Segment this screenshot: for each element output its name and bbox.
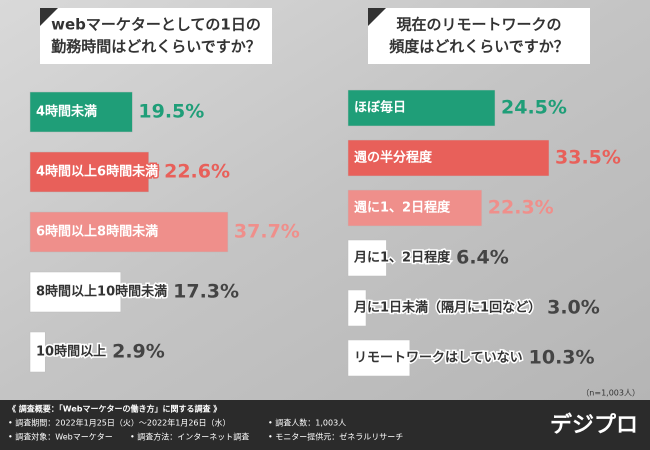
- value-label: 22.6%: [164, 161, 230, 183]
- category-label: 8時間以上10時間未満: [36, 284, 167, 300]
- footer-heading: 《 調査概要：「Webマーケターの働き方」に関する調査 》: [8, 404, 221, 414]
- title-corner: [40, 8, 58, 26]
- category-label: 週の半分程度: [354, 150, 433, 166]
- category-label: リモートワークはしていない: [354, 351, 523, 366]
- bar: [347, 89, 496, 127]
- bar: [29, 91, 133, 133]
- bar: [347, 339, 411, 377]
- title-corner: [368, 8, 386, 26]
- bar: [29, 151, 149, 193]
- footer-item: • 調査対象：Webマーケター: [8, 432, 113, 442]
- chart-title: webマーケターとしての1日の: [51, 16, 261, 34]
- value-label: 24.5%: [501, 97, 567, 119]
- category-label: 6時間以上8時間未満: [36, 224, 158, 240]
- background: [0, 0, 650, 400]
- footer-bar: [0, 400, 650, 450]
- value-label: 10.3%: [529, 347, 595, 369]
- chart-title: 勤務時間はどれくらいですか？: [51, 38, 261, 56]
- category-label: 4時間以上6時間未満: [36, 164, 158, 180]
- value-label: 3.0%: [547, 297, 600, 319]
- category-label: 月に1日未満（隔月に1回など）: [353, 300, 541, 316]
- category-label: 4時間未満: [36, 104, 97, 120]
- value-label: 19.5%: [138, 101, 204, 123]
- category-label: ほぼ毎日: [354, 100, 406, 116]
- category-label: 週に1、2日程度: [354, 200, 451, 216]
- title-box: [40, 8, 272, 64]
- chart-title: 頻度はどれくらいですか？: [389, 38, 569, 56]
- bar: [347, 139, 550, 177]
- logo: デジプロ: [550, 412, 638, 438]
- footer-item: • 調査期間：2022年1月25日（火）～2022年1月26日（水）: [8, 418, 231, 428]
- bar: [29, 331, 46, 373]
- footer-item: • 調査方法：インターネット調査: [130, 432, 249, 442]
- footer-item: • 調査人数：1,003人: [268, 418, 346, 428]
- value-label: 37.7%: [234, 221, 300, 243]
- value-label: 6.4%: [456, 247, 509, 269]
- sample-note: （n=1,003人）: [581, 389, 640, 398]
- value-label: 22.3%: [488, 197, 554, 219]
- bar: [347, 189, 483, 227]
- category-label: 10時間以上: [36, 344, 106, 360]
- category-label: 月に1、2日程度: [353, 250, 451, 266]
- bar: [347, 289, 367, 327]
- value-label: 17.3%: [173, 281, 239, 303]
- chart-title: 現在のリモートワークの: [396, 16, 561, 34]
- value-label: 2.9%: [112, 341, 165, 363]
- bar: [29, 271, 122, 313]
- value-label: 33.5%: [555, 147, 621, 169]
- footer-item: • モニター提供元：ゼネラルリサーチ: [268, 432, 403, 442]
- bar: [347, 239, 387, 277]
- footer: 《 調査概要：「Webマーケターの働き方」に関する調査 》 • 調査期間：202…: [8, 404, 638, 442]
- bar: [29, 211, 229, 253]
- title-box: [368, 8, 590, 64]
